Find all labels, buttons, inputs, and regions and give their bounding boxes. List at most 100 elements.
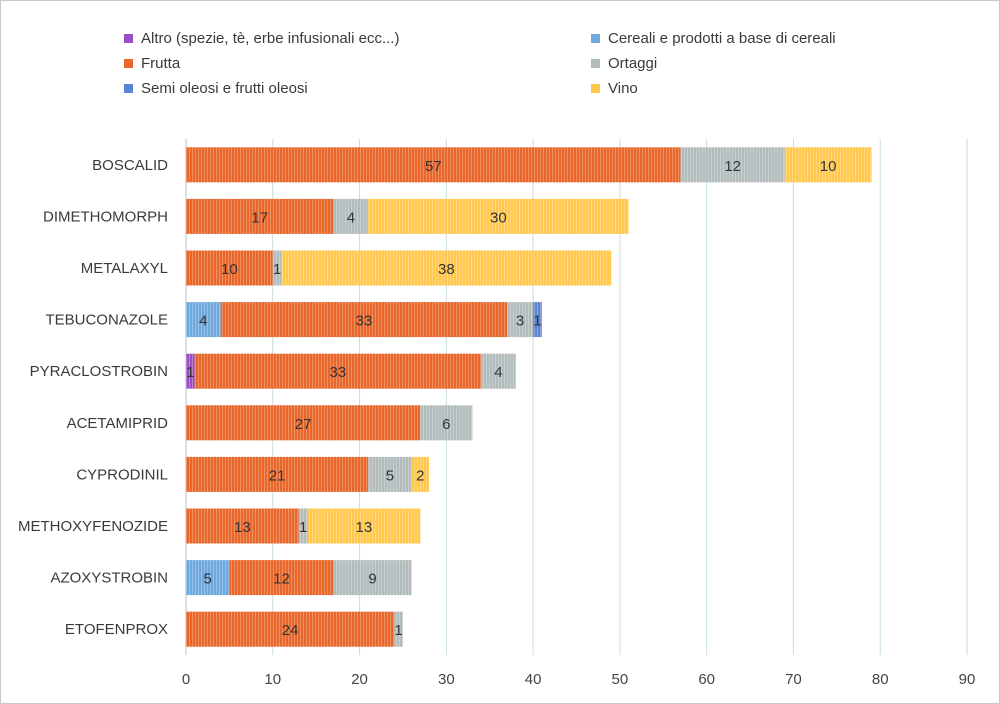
bar-texture	[680, 147, 785, 183]
x-tick-label: 90	[959, 671, 976, 688]
bar-texture	[220, 302, 508, 338]
data-label: 30	[490, 209, 507, 226]
bar-texture	[533, 302, 542, 338]
legend-swatch	[124, 34, 133, 43]
bar-texture	[186, 508, 299, 544]
legend-label: Frutta	[141, 55, 181, 72]
legend-swatch	[124, 84, 133, 93]
bar-texture	[420, 405, 473, 441]
bar-texture	[186, 456, 369, 492]
data-label: 1	[394, 622, 402, 639]
x-tick-label: 40	[525, 671, 542, 688]
data-label: 17	[251, 209, 268, 226]
bar-texture	[507, 302, 534, 338]
bar-texture	[186, 302, 221, 338]
data-label: 12	[273, 571, 290, 588]
bar-texture	[281, 250, 612, 286]
bar-texture	[307, 508, 421, 544]
bar-texture	[368, 198, 629, 234]
bar-texture	[186, 405, 421, 441]
legend-swatch	[591, 59, 600, 68]
bar-texture	[298, 508, 308, 544]
bar-texture	[186, 560, 230, 596]
bar-texture	[194, 353, 482, 389]
data-label: 38	[438, 261, 455, 278]
bar-texture	[186, 611, 395, 647]
category-label: METALAXYL	[81, 260, 168, 277]
legend-label: Semi oleosi e frutti oleosi	[141, 80, 308, 97]
legend-label: Cereali e prodotti a base di cereali	[608, 30, 836, 47]
data-label: 1	[299, 519, 307, 536]
category-label: TEBUCONAZOLE	[45, 312, 168, 329]
category-label: ETOFENPROX	[65, 621, 168, 638]
x-tick-label: 50	[612, 671, 629, 688]
data-label: 5	[386, 467, 394, 484]
legend-label: Vino	[608, 80, 638, 97]
legend-swatch	[124, 59, 133, 68]
bar-texture	[186, 147, 681, 183]
data-label: 21	[269, 467, 286, 484]
data-label: 9	[368, 571, 376, 588]
data-label: 3	[516, 313, 524, 330]
bar-texture	[186, 250, 273, 286]
x-tick-label: 20	[351, 671, 368, 688]
data-label: 10	[221, 261, 238, 278]
category-label: PYRACLOSTROBIN	[30, 363, 168, 380]
bar-texture	[411, 456, 429, 492]
category-label: DIMETHOMORPH	[43, 208, 168, 225]
x-tick-label: 60	[698, 671, 715, 688]
legend-item: Frutta	[124, 55, 180, 72]
bar-texture	[272, 250, 282, 286]
x-tick-label: 80	[872, 671, 889, 688]
x-tick-label: 30	[438, 671, 455, 688]
legend-item: Ortaggi	[591, 55, 657, 72]
data-label: 6	[442, 416, 450, 433]
legend-label: Ortaggi	[608, 55, 658, 72]
data-label: 33	[356, 313, 373, 330]
data-label: 13	[234, 519, 251, 536]
legend-swatch	[591, 84, 600, 93]
data-label: 1	[273, 261, 281, 278]
bar-texture	[394, 611, 403, 647]
data-label: 24	[282, 622, 299, 639]
data-label: 10	[820, 158, 837, 175]
legend-item: Vino	[591, 80, 638, 97]
legend-swatch	[591, 34, 600, 43]
legend-item: Semi oleosi e frutti oleosi	[124, 80, 308, 97]
bar-texture	[186, 198, 334, 234]
x-tick-label: 10	[264, 671, 281, 688]
data-label: 13	[356, 519, 373, 536]
category-label: AZOXYSTROBIN	[50, 570, 168, 587]
data-label: 1	[186, 364, 194, 381]
bar-texture	[784, 147, 872, 183]
data-label: 1	[533, 313, 541, 330]
data-label: 27	[295, 416, 312, 433]
data-label: 4	[494, 364, 502, 381]
data-label: 4	[199, 313, 207, 330]
data-label: 2	[416, 467, 424, 484]
data-label: 5	[204, 571, 212, 588]
data-label: 12	[724, 158, 741, 175]
bar-texture	[481, 353, 516, 389]
legend-item: Cereali e prodotti a base di cereali	[591, 30, 836, 47]
legend-label: Altro (spezie, tè, erbe infusionali ecc.…	[141, 30, 400, 47]
x-tick-label: 70	[785, 671, 802, 688]
data-label: 4	[347, 209, 355, 226]
legend-item: Altro (spezie, tè, erbe infusionali ecc.…	[124, 30, 399, 47]
category-label: METHOXYFENOZIDE	[18, 518, 168, 535]
bar-texture	[229, 560, 334, 596]
category-label: CYPRODINIL	[76, 466, 168, 483]
data-label: 33	[330, 364, 347, 381]
x-tick-label: 0	[182, 671, 190, 688]
data-label: 57	[425, 158, 442, 175]
bar-texture	[333, 560, 412, 596]
bar-texture	[333, 198, 369, 234]
category-label: ACETAMIPRID	[67, 415, 169, 432]
bar-texture	[186, 353, 195, 389]
axis: 0 10 20 30 40 50 60 70 80 90 BOSCALID DIMETHOMORPH M…	[18, 157, 975, 688]
category-label: BOSCALID	[92, 157, 168, 174]
bar-texture	[368, 456, 412, 492]
